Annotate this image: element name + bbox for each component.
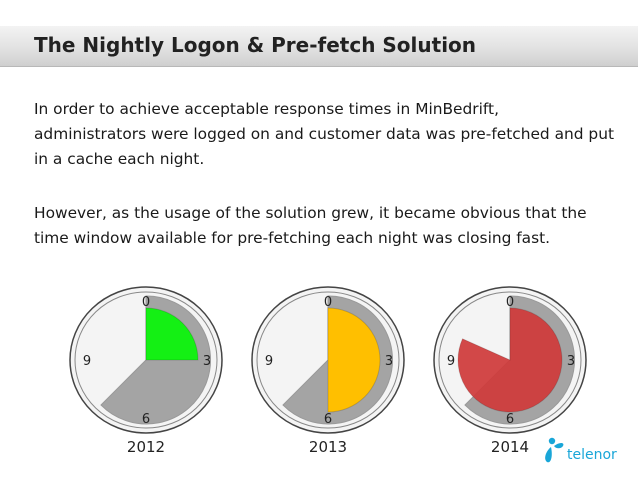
telenor-logo: telenor <box>545 437 617 463</box>
clock-fill-sector <box>457 307 563 413</box>
telenor-propeller-icon <box>545 437 564 463</box>
clock-mark-3: 3 <box>567 354 575 369</box>
clock-mark-0: 0 <box>324 295 332 310</box>
clock-2012: 0 3 6 9 <box>69 286 223 434</box>
clock-fill-sector <box>145 307 199 361</box>
paragraph-2: However, as the usage of the solution gr… <box>34 204 587 247</box>
telenor-wordmark: telenor <box>567 447 617 463</box>
clock-fill-sector <box>327 307 381 413</box>
clock-mark-9: 9 <box>265 354 273 369</box>
clock-inner-ring <box>438 291 582 429</box>
clock-mark-9: 9 <box>447 354 455 369</box>
clock-inner-ring <box>256 291 400 429</box>
clock-mark-3: 3 <box>203 354 211 369</box>
clock-mark-0: 0 <box>506 295 514 310</box>
paragraph-1: In order to achieve acceptable response … <box>34 100 614 168</box>
clock-2013: 0 3 6 9 <box>251 286 405 434</box>
year-label-2014: 2014 <box>490 438 530 456</box>
clock-mark-0: 0 <box>142 295 150 310</box>
clock-mark-6: 6 <box>506 412 514 427</box>
title-bar: The Nightly Logon & Pre-fetch Solution <box>0 26 638 67</box>
year-label-2013: 2013 <box>308 438 348 456</box>
clock-mark-3: 3 <box>385 354 393 369</box>
clock-2014: 0 3 6 9 <box>433 286 587 434</box>
clock-mark-6: 6 <box>324 412 332 427</box>
year-label-2012: 2012 <box>126 438 166 456</box>
clock-inner-ring <box>74 291 218 429</box>
slide-title: The Nightly Logon & Pre-fetch Solution <box>34 33 477 57</box>
clock-mark-6: 6 <box>142 412 150 427</box>
clock-mark-9: 9 <box>83 354 91 369</box>
